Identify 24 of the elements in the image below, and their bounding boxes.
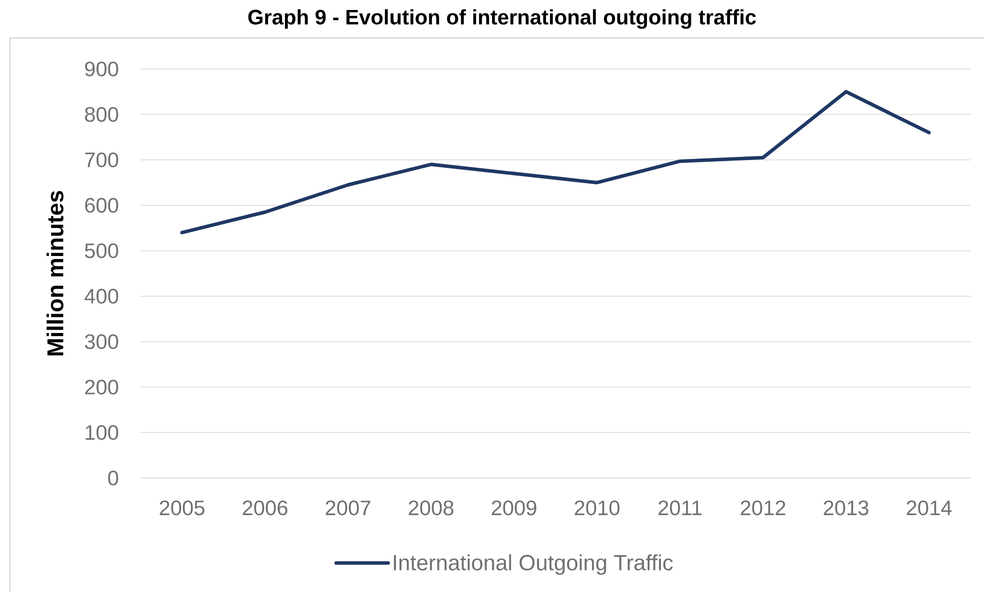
chart-title: Graph 9 - Evolution of international outgoing traffic (248, 9, 756, 29)
x-tick-label: 2010 (574, 500, 620, 516)
x-tick-label: 2008 (408, 500, 454, 516)
line-series (180, 90, 931, 234)
y-axis-title: Million minutes (46, 191, 64, 356)
y-tick-label: 200 (85, 380, 118, 394)
x-tick-label: 2013 (824, 500, 868, 516)
x-tick-label: 2007 (326, 500, 370, 516)
x-tick-label: 2012 (740, 500, 786, 516)
y-tick-label: 900 (85, 62, 118, 76)
y-tick-label: 400 (84, 288, 118, 304)
x-tick-label: 2005 (160, 500, 204, 516)
y-tick-label: 100 (86, 425, 118, 440)
y-tick-label: 300 (84, 334, 118, 350)
y-tick-label: 800 (84, 107, 118, 122)
x-tick-label: 2009 (492, 500, 536, 516)
x-tick-label: 2011 (658, 500, 702, 516)
y-tick-label: 0 (108, 470, 118, 486)
y-tick-label: 500 (84, 243, 118, 258)
y-tick-label: 700 (85, 152, 118, 168)
legend-label: International Outgoing Traffic (394, 554, 673, 575)
x-tick-label: 2006 (242, 500, 288, 516)
y-tick-label: 600 (85, 198, 118, 213)
x-tick-label: 2014 (906, 500, 952, 516)
